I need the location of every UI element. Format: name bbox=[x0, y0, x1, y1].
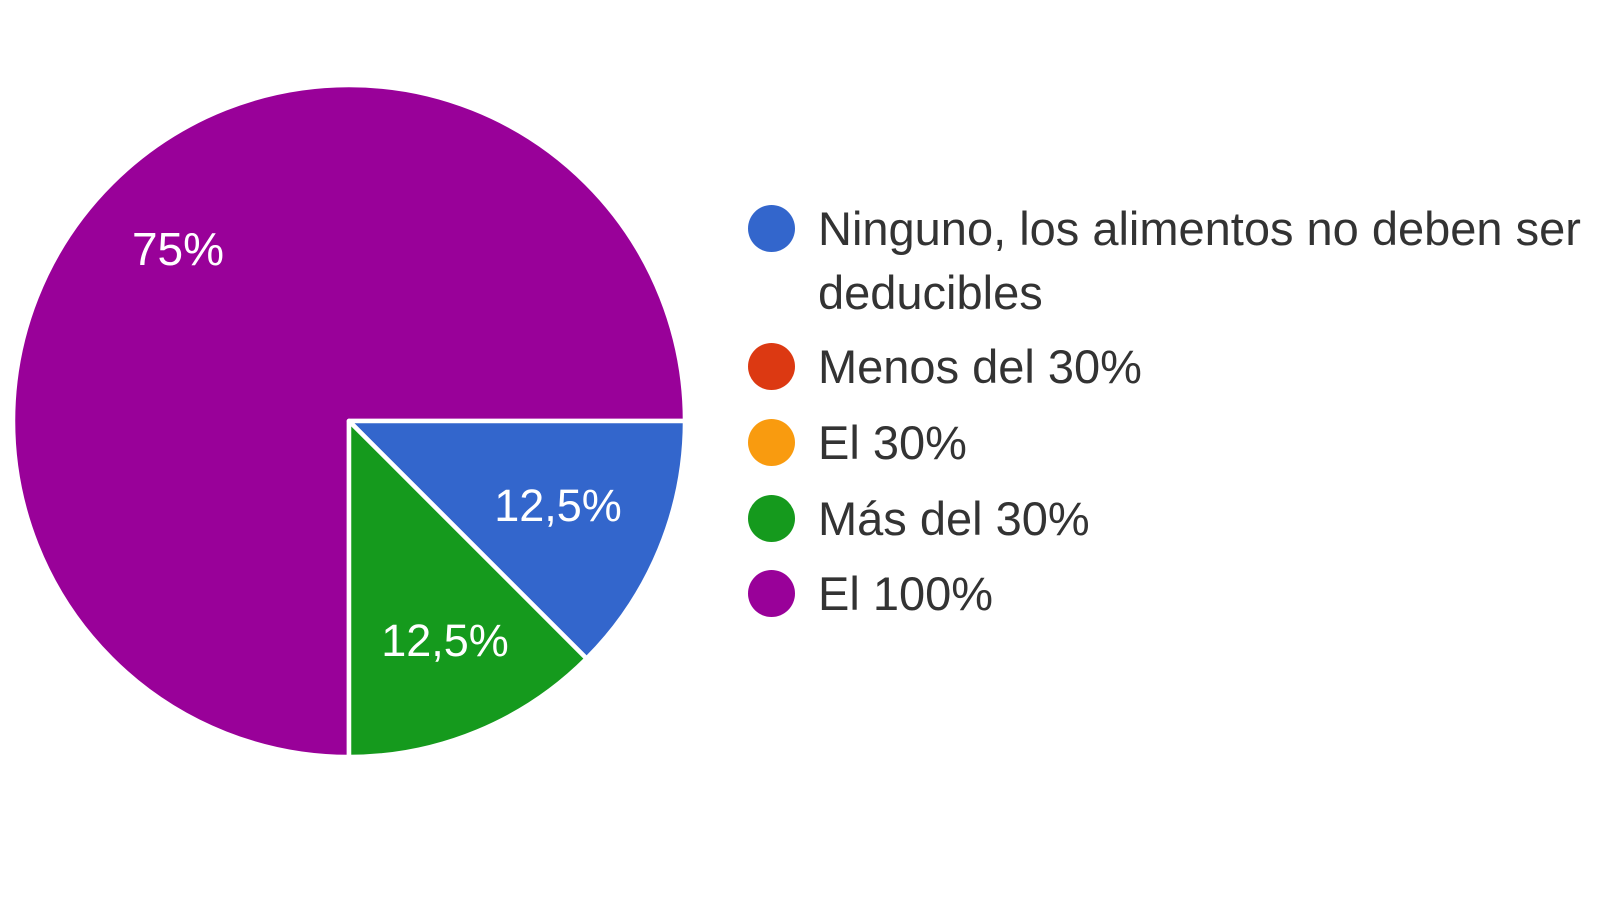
svg-text:12,5%: 12,5% bbox=[381, 615, 509, 666]
svg-text:75%: 75% bbox=[132, 223, 224, 275]
svg-text:12,5%: 12,5% bbox=[494, 480, 622, 531]
